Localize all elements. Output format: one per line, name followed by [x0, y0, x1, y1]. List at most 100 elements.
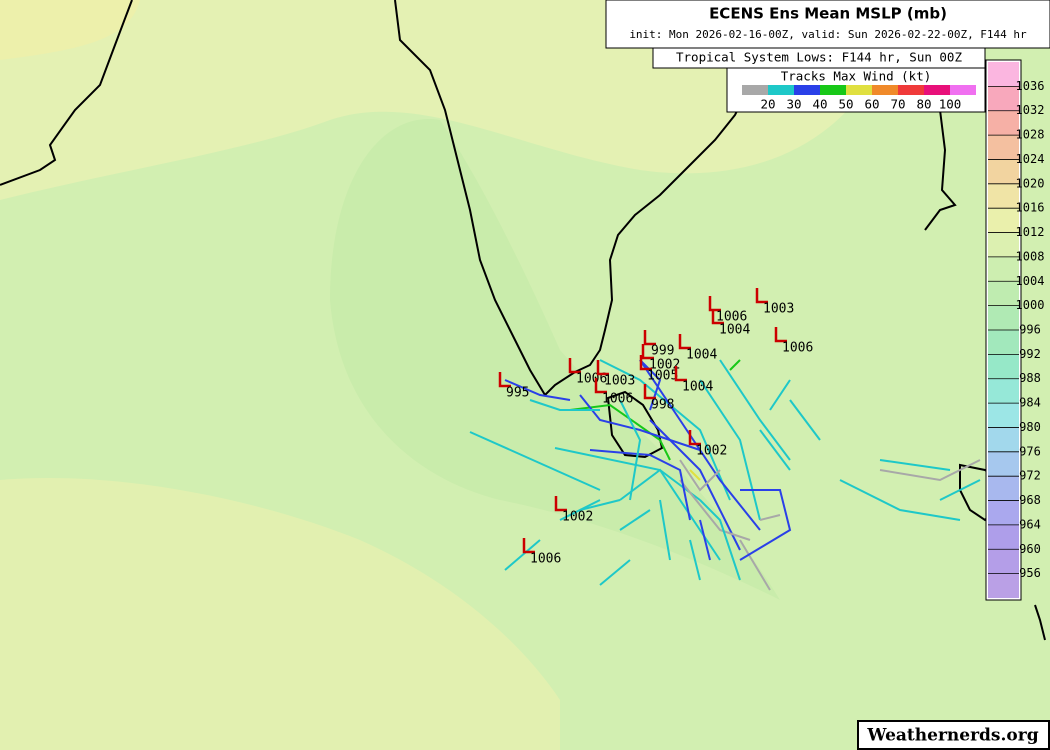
- low-marker: [594, 378, 607, 394]
- storm-track: [879, 459, 951, 471]
- credit: Weathernerds.org: [866, 726, 1038, 746]
- coastline: [606, 390, 664, 459]
- low-marker: [641, 344, 654, 360]
- low-label: 1002: [696, 444, 727, 459]
- wind-swatch: [742, 85, 768, 95]
- wind-label: 100: [939, 97, 962, 112]
- colorbar-cell: [988, 573, 1019, 598]
- storm-tracks: [469, 359, 981, 591]
- low-marker: [643, 330, 656, 346]
- colorbar-cell: [988, 330, 1019, 355]
- wind-swatch: [872, 85, 898, 95]
- low-label: 1002: [562, 510, 593, 525]
- colorbar-cell: [988, 208, 1019, 233]
- colorbar-label: 1032: [1016, 103, 1045, 117]
- wind-swatch: [898, 85, 924, 95]
- colorbar-cell: [988, 403, 1019, 428]
- wind-colorbar: 20 30 40 50 60 70 80 100: [742, 85, 976, 112]
- low-label: 1004: [682, 380, 713, 395]
- colorbar-label: 992: [1019, 347, 1041, 361]
- colorbar-label: 1012: [1016, 225, 1045, 239]
- colorbar-label: 972: [1019, 469, 1041, 483]
- low-label: 1006: [782, 341, 813, 356]
- storm-track: [529, 399, 600, 411]
- storm-track: [589, 449, 691, 521]
- coastline: [394, 0, 801, 397]
- colorbar-label: 980: [1019, 420, 1041, 434]
- storm-track: [679, 479, 751, 541]
- low-label: 1003: [604, 374, 635, 389]
- colorbar-label: 1036: [1016, 79, 1045, 93]
- colorbar-cell: [988, 62, 1019, 87]
- wind-label: 80: [916, 97, 931, 112]
- colorbar-cell: [988, 256, 1019, 282]
- colorbar-label: 1028: [1016, 128, 1045, 142]
- low-marker: [688, 430, 701, 446]
- colorbar-cell: [988, 86, 1019, 111]
- colorbar-label: 1024: [1016, 152, 1045, 166]
- low-marker: [774, 327, 787, 343]
- coastline: [1034, 604, 1046, 641]
- subtitle: init: Mon 2026-02-16-00Z, valid: Sun 202…: [629, 28, 1027, 41]
- storm-track: [879, 459, 981, 482]
- low-marker: [755, 288, 768, 304]
- storm-track: [599, 559, 631, 586]
- pressure-colorbar: 1036 1032 1028 1024 1020 1016 1012 1008 1004 1000…: [988, 62, 1044, 598]
- storm-track: [699, 499, 741, 581]
- colorbar-cell: [988, 110, 1019, 136]
- wind-label: 20: [760, 97, 775, 112]
- storm-track: [679, 459, 721, 492]
- lows-title: Tropical System Lows: F144 hr, Sun 00Z: [676, 50, 962, 65]
- wind-swatch: [924, 85, 950, 95]
- colorbar-label: 964: [1019, 517, 1041, 531]
- low-label: 999: [651, 344, 674, 359]
- storm-track: [619, 399, 642, 501]
- low-marker: [522, 538, 535, 554]
- storm-track: [769, 379, 791, 411]
- wind-label: 40: [812, 97, 827, 112]
- colorbar-cell: [988, 549, 1019, 574]
- storm-track: [504, 539, 541, 571]
- storm-track: [759, 429, 791, 471]
- colorbar-label: 984: [1019, 396, 1041, 410]
- low-label: 1002: [649, 358, 680, 373]
- storm-track: [939, 479, 981, 501]
- low-marker: [568, 358, 581, 374]
- storm-track: [579, 499, 621, 511]
- wind-swatch: [950, 85, 976, 95]
- storm-track: [469, 431, 601, 491]
- colorbar-cell: [988, 281, 1019, 306]
- title: ECENS Ens Mean MSLP (mb): [709, 5, 947, 23]
- colorbar-cell: [988, 476, 1019, 501]
- coastline: [0, 0, 133, 186]
- low-label: 998: [651, 398, 674, 413]
- low-label: 995: [506, 386, 529, 401]
- low-marker: [678, 334, 691, 350]
- low-marker: [708, 296, 721, 312]
- colorbar-label: 1020: [1016, 176, 1045, 190]
- low-marker: [643, 384, 656, 400]
- storm-track: [559, 499, 601, 521]
- wind-label: 60: [864, 97, 879, 112]
- storm-track: [719, 359, 791, 461]
- colorbar-label: 960: [1019, 542, 1041, 556]
- storm-track: [689, 469, 701, 481]
- storm-track: [789, 399, 821, 441]
- low-label: 1006: [602, 392, 633, 407]
- colorbar-cell: [988, 524, 1019, 550]
- low-marker: [596, 360, 609, 376]
- wind-swatch: [794, 85, 820, 95]
- storm-track: [699, 519, 711, 561]
- storm-track: [649, 419, 741, 551]
- storm-track: [639, 359, 761, 531]
- colorbar-label: 988: [1019, 371, 1041, 385]
- storm-track: [739, 539, 771, 591]
- storm-track: [689, 539, 701, 581]
- low-marker: [674, 366, 687, 382]
- higher-pressure-area: [0, 0, 140, 60]
- low-label: 1006: [530, 552, 561, 567]
- low-label: 1005: [647, 369, 678, 384]
- colorbar-cell: [988, 183, 1019, 209]
